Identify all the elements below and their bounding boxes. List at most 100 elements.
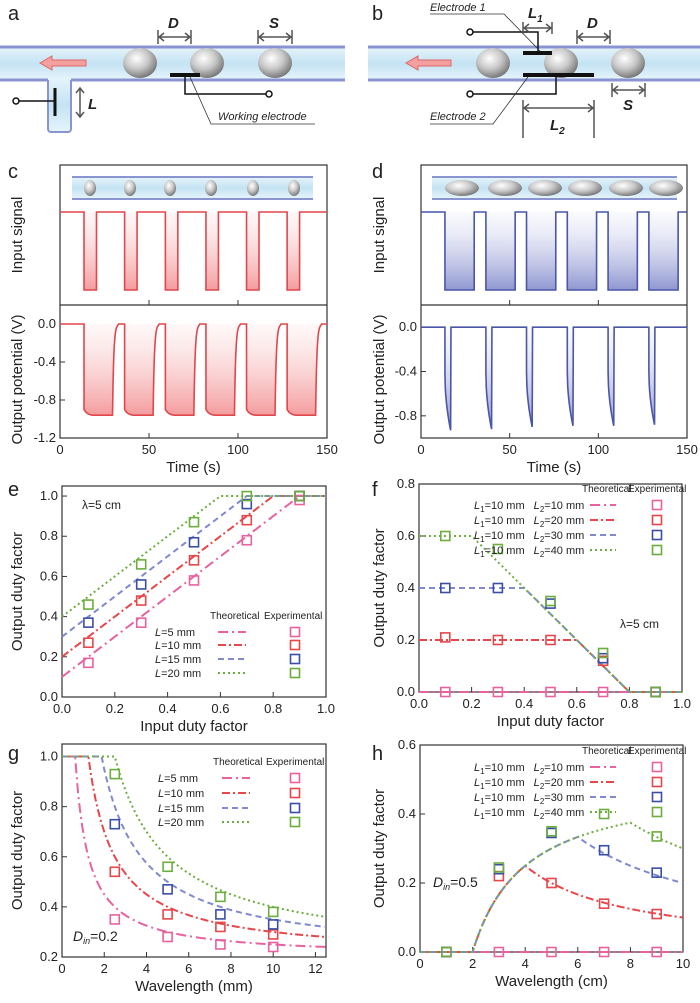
experimental-point	[651, 499, 663, 511]
y-axis-label: Output duty factor	[9, 791, 26, 910]
droplet	[258, 48, 292, 78]
x-tick-label: 2	[101, 961, 108, 976]
legend-label: L=10 mm	[158, 788, 204, 800]
x-tick-label: 50	[502, 442, 516, 457]
x-tick-label: 1.0	[317, 701, 335, 716]
annotation: λ=5 cm	[82, 498, 121, 512]
experimental-point	[597, 647, 609, 659]
x-tick-label: 10	[676, 956, 690, 971]
experimental-point	[289, 816, 301, 828]
experimental-point	[109, 818, 121, 830]
experimental-point	[598, 844, 610, 856]
experimental-point	[162, 909, 173, 920]
experimental-point	[289, 653, 301, 665]
droplet	[609, 180, 643, 196]
side-channel	[47, 77, 72, 133]
experimental-point	[109, 768, 121, 780]
y-tick-label: 0.6	[40, 849, 58, 864]
experimental-point	[135, 595, 147, 606]
experimental-point	[241, 498, 253, 510]
plot-frame	[419, 744, 684, 953]
y-tick-label: 0.2	[398, 875, 416, 890]
droplet	[544, 48, 578, 78]
y-tick-label: 0.0	[40, 689, 58, 704]
droplet	[528, 180, 562, 196]
working-electrode-label: Working electrode	[218, 111, 307, 123]
legend-label: L1=10 mm L2=30 mm	[474, 530, 584, 544]
experimental-point	[83, 637, 94, 649]
dimension-S-label: S	[269, 15, 279, 32]
y-tick-label: 0.8	[40, 799, 58, 814]
annotation: Din=0.5	[433, 874, 478, 892]
y-tick-label: -0.4	[395, 364, 417, 379]
experimental-point	[545, 595, 556, 607]
annotation: Din=0.2	[73, 928, 118, 946]
x-tick-label: 0.2	[106, 701, 124, 716]
legend-label: L=20 mm	[158, 817, 204, 829]
experimental-point	[598, 946, 610, 958]
plot-frame	[61, 743, 327, 958]
y-tick-label: 0.4	[40, 609, 58, 624]
experimental-point	[162, 884, 173, 895]
y-tick-label: 0.0	[38, 316, 56, 331]
chart-e: 0.0 0.2 0.4 0.6 0.8 1.0 Input duty factor 0.0 0.…	[9, 485, 335, 735]
dimension-L2-arrow	[522, 100, 595, 138]
y-tick-label: 0.2	[40, 649, 58, 664]
theoretical-line-green	[62, 755, 327, 918]
experimental-point	[492, 582, 504, 594]
droplet	[84, 180, 96, 196]
y-tick-label: 0.2	[397, 632, 415, 647]
experimental-point	[492, 634, 504, 646]
experimental-point	[109, 866, 121, 878]
legend-header-theoretical: Theoretical	[213, 757, 262, 768]
y-axis-label-input: Input signal	[9, 197, 26, 274]
dimension-D-label: D	[168, 15, 179, 32]
legend-label: L=5 mm	[158, 773, 198, 785]
x-tick-label: 0.2	[463, 696, 481, 711]
x-tick-label: 50	[142, 442, 156, 457]
dimension-S-label: S	[623, 97, 633, 114]
x-tick-label: 0.0	[410, 696, 428, 711]
experimental-point	[241, 490, 253, 502]
dimension-S-arrow	[257, 30, 293, 44]
experimental-point	[651, 514, 663, 526]
x-tick-label: 0.6	[568, 696, 586, 711]
experimental-point	[651, 761, 663, 773]
y-tick-label: 0.6	[398, 737, 416, 752]
theoretical-line-blue	[419, 587, 682, 693]
y-tick-label: -0.4	[34, 354, 56, 369]
dimension-L2-label: L2	[550, 117, 565, 137]
experimental-point	[289, 772, 301, 784]
experimental-point	[109, 914, 121, 925]
experimental-point	[289, 639, 301, 651]
y-tick-label: 1.0	[40, 488, 58, 503]
droplet	[611, 48, 645, 78]
x-axis-label: Input duty factor	[497, 713, 605, 730]
x-tick-label: 2	[469, 956, 476, 971]
x-tick-label: 4	[522, 956, 529, 971]
experimental-point	[545, 686, 556, 698]
x-axis-label: Wavelength (cm)	[495, 973, 608, 990]
theoretical-line-red	[62, 755, 327, 938]
legend-label: L1=10 mm L2=20 mm	[474, 777, 584, 791]
experimental-point	[241, 534, 253, 546]
x-tick-label: 10	[266, 961, 280, 976]
experimental-point	[188, 575, 200, 586]
experimental-point	[651, 776, 663, 788]
plot-frame	[420, 164, 688, 439]
x-axis-label: Time (s)	[166, 459, 220, 476]
droplet	[123, 48, 157, 78]
legend-label: L1=10 mm L2=30 mm	[474, 792, 584, 806]
experimental-point	[439, 582, 451, 594]
y-axis-label-output: Output potential (V)	[371, 314, 388, 444]
y-tick-label: 0.8	[397, 476, 415, 491]
x-tick-label: 4	[143, 961, 150, 976]
theoretical-line-red	[419, 639, 682, 693]
x-tick-label: 8	[227, 961, 234, 976]
dimension-L1-label: L1	[528, 5, 543, 25]
dimension-L1-arrow	[522, 22, 553, 34]
